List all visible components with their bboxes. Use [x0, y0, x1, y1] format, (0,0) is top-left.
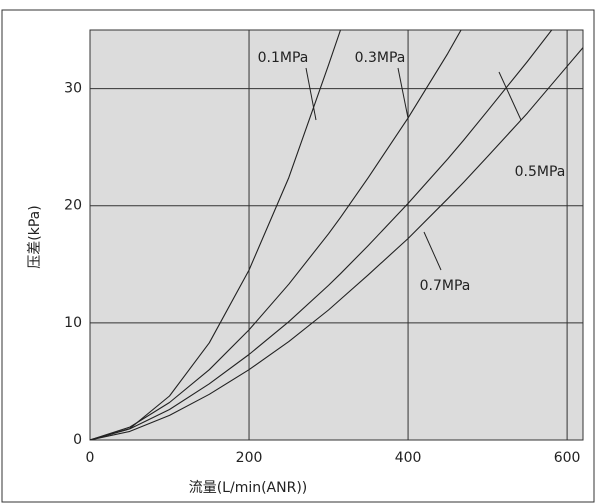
- data-line: [90, 30, 462, 440]
- series-label: 0.1MPa: [258, 50, 309, 66]
- frame: [1, 9, 595, 503]
- series-label: 0.3MPa: [355, 50, 406, 66]
- leader-line: [498, 71, 522, 121]
- x-tick-label: 0: [86, 450, 95, 466]
- series-label: 0.7MPa: [420, 278, 471, 294]
- x-axis-label: 流量(L/min(ANR)): [189, 480, 308, 496]
- data-line: [90, 30, 553, 440]
- leader-line: [305, 67, 317, 121]
- leader-line: [423, 231, 442, 271]
- plot-lines: [90, 30, 583, 440]
- leader-line: [397, 67, 409, 119]
- plot-area: [89, 29, 584, 441]
- y-axis-label: 压差(kPa): [27, 205, 43, 268]
- y-tick-label: 10: [64, 315, 82, 331]
- x-tick-label: 400: [395, 450, 422, 466]
- y-tick-label: 30: [64, 81, 82, 97]
- x-tick-label: 200: [236, 450, 263, 466]
- y-tick-label: 0: [73, 432, 82, 448]
- x-tick-label: 600: [554, 450, 581, 466]
- data-line: [90, 47, 583, 440]
- series-label: 0.5MPa: [515, 164, 566, 180]
- y-tick-label: 20: [64, 198, 82, 214]
